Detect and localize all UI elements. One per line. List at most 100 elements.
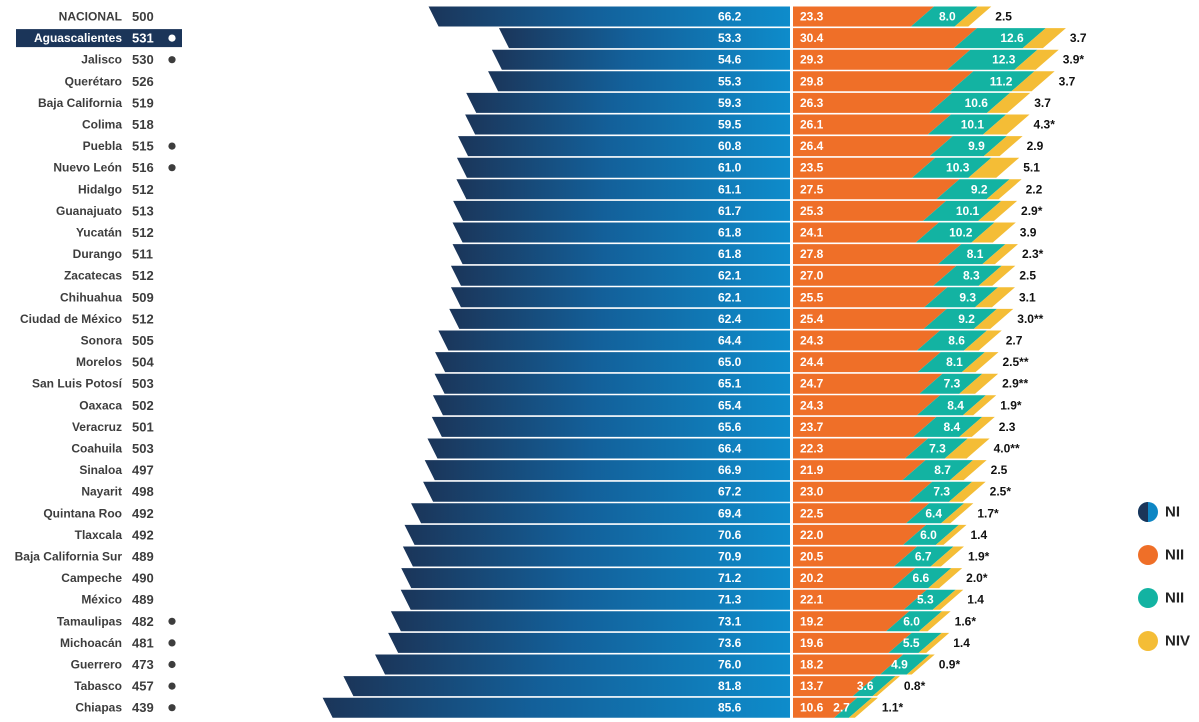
chart-row: Querétaro 526 55.3 29.8 11.2 3.7	[65, 71, 1076, 92]
bar-niv	[986, 179, 1022, 200]
score-label: 492	[132, 506, 154, 521]
bar-niii	[923, 200, 1002, 221]
chart-row: Durango 511 61.8 27.8 8.1 2.3*	[73, 244, 1044, 265]
bar-ni	[424, 460, 790, 481]
bar-niii	[910, 6, 978, 27]
bar-niii	[927, 114, 1007, 135]
bar-ni	[411, 503, 790, 524]
value-ni: 62.1	[718, 290, 742, 304]
bar-niv	[971, 222, 1016, 243]
bar-niv	[932, 589, 964, 610]
score-label: 501	[132, 419, 154, 434]
legend-item-ni: NI	[1138, 502, 1180, 522]
state-label: Chiapas	[75, 701, 122, 715]
bar-ni	[456, 179, 790, 200]
value-nii: 19.2	[800, 614, 824, 628]
value-ni: 54.6	[718, 53, 742, 67]
score-label: 503	[132, 376, 154, 391]
value-niv: 1.9*	[968, 550, 990, 564]
value-niv: 2.9*	[1021, 204, 1043, 218]
bar-niii	[880, 654, 930, 675]
bar-niii	[894, 546, 954, 567]
value-niv: 3.7	[1034, 96, 1051, 110]
bar-ni	[488, 71, 790, 92]
bar-niv	[949, 481, 986, 502]
value-niii: 8.4	[947, 398, 964, 412]
value-niii: 5.3	[917, 593, 934, 607]
chart-row: Hidalgo 512 61.1 27.5 9.2 2.2	[78, 179, 1043, 200]
bar-nii	[793, 287, 948, 308]
bar-nii	[793, 308, 947, 329]
value-ni: 59.3	[718, 96, 742, 110]
score-label: 530	[132, 52, 154, 67]
bar-ni	[343, 676, 790, 697]
score-label: 489	[132, 592, 154, 607]
bar-niii	[923, 308, 997, 329]
significance-dot	[168, 682, 176, 690]
value-ni: 62.4	[718, 312, 742, 326]
bar-niii	[947, 49, 1038, 70]
bar-nii	[793, 222, 939, 243]
bar-nii	[793, 136, 953, 157]
bar-niii	[902, 460, 973, 481]
significance-dot	[168, 56, 176, 64]
bar-ni	[452, 244, 790, 265]
legend-label: NI	[1165, 504, 1180, 521]
score-label: 512	[132, 225, 154, 240]
chart-row: Tamaulipas 482 73.1 19.2 6.0 1.6*	[57, 611, 976, 632]
bar-niv	[1022, 28, 1066, 49]
bar-niii	[906, 503, 965, 524]
chart-rows: NACIONAL 500 66.2 23.3 8.0 2.5 Aguascalientes 5…	[15, 6, 1087, 718]
value-niv: 3.9*	[1063, 53, 1085, 67]
bar-niii	[886, 611, 942, 632]
bar-nii	[793, 28, 977, 49]
value-niv: 0.9*	[939, 658, 961, 672]
bar-ni	[450, 265, 790, 286]
value-niv: 3.7	[1070, 31, 1087, 45]
value-ni: 70.9	[718, 550, 742, 564]
chart-row: Coahuila 503 66.4 22.3 7.3 4.0**	[71, 438, 1020, 459]
score-label: 526	[132, 74, 154, 89]
value-niii: 6.0	[920, 528, 937, 542]
value-niii: 7.3	[944, 377, 961, 391]
bar-niv	[954, 6, 992, 27]
bar-nii	[793, 546, 918, 567]
highlight-badge	[16, 29, 182, 48]
chart-row: Colima 518 59.5 26.1 10.1 4.3*	[82, 114, 1055, 135]
bar-niii	[917, 330, 987, 351]
value-nii: 26.1	[800, 118, 824, 132]
bar-ni	[458, 136, 790, 157]
bar-niv	[1014, 49, 1059, 70]
value-niv: 2.5	[1019, 269, 1036, 283]
bar-ni	[427, 438, 790, 459]
score-label: 531	[132, 31, 154, 46]
chart-row: México 489 71.3 22.1 5.3 1.4	[81, 589, 984, 610]
value-niv: 0.8*	[904, 679, 926, 693]
bar-niv	[968, 157, 1020, 178]
significance-dot	[168, 704, 176, 712]
state-label: Sinaloa	[79, 463, 122, 477]
bar-ni	[450, 287, 790, 308]
state-label: Tlaxcala	[75, 528, 123, 542]
bar-nii	[793, 330, 941, 351]
bar-niv	[941, 503, 974, 524]
value-ni: 59.5	[718, 118, 742, 132]
state-label: Zacatecas	[64, 269, 122, 283]
score-label: 489	[132, 549, 154, 564]
value-niii: 12.3	[992, 53, 1016, 67]
score-label: 490	[132, 571, 154, 586]
bar-nii	[793, 71, 974, 92]
value-nii: 22.3	[800, 442, 824, 456]
value-ni: 85.6	[718, 701, 742, 715]
bar-nii	[793, 114, 951, 135]
value-niii: 8.1	[946, 355, 963, 369]
bar-niv	[906, 654, 935, 675]
bar-nii	[793, 6, 934, 27]
bar-niv	[986, 92, 1031, 113]
bar-niii	[913, 416, 983, 437]
bar-ni	[404, 524, 790, 545]
value-nii: 24.7	[800, 377, 824, 391]
value-ni: 66.2	[718, 10, 742, 24]
bar-niv	[963, 330, 1002, 351]
value-nii: 24.3	[800, 398, 824, 412]
